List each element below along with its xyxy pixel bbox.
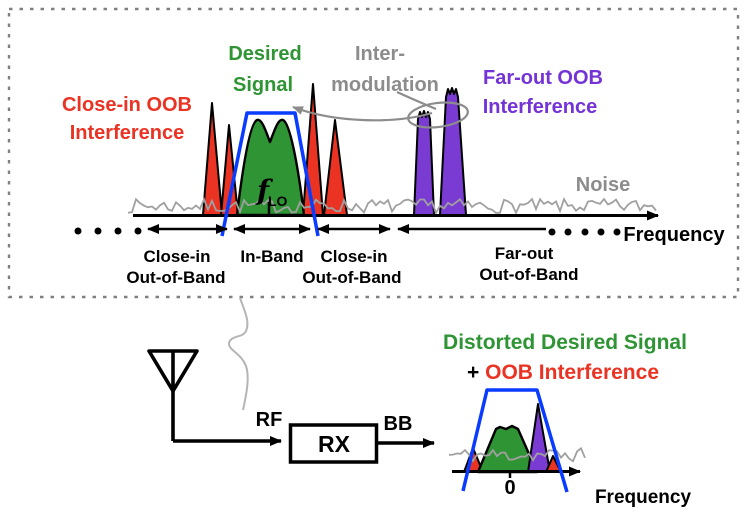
frequency-label-bottom: Frequency xyxy=(595,487,692,508)
rx-label: RX xyxy=(318,431,351,457)
left-ellipsis-dots xyxy=(74,227,142,235)
panel-to-rf-squiggle xyxy=(228,297,249,411)
intermod-arrow xyxy=(292,105,433,122)
desired-signal-label-line1: Desired xyxy=(228,43,301,65)
band-label-1-line1: In-Band xyxy=(240,247,303,266)
intermod-connector xyxy=(396,91,437,111)
rx-block xyxy=(288,423,379,464)
oob-interference-text: OOB Interference xyxy=(485,361,659,384)
top-spectrum: f LO Close-in OOB Interference Desired S… xyxy=(62,43,725,287)
band-label-3-line2: Out-of-Band xyxy=(479,265,578,284)
band-label-0-line1: Close-in xyxy=(143,247,210,266)
band-label-3-line1: Far-out xyxy=(495,244,554,263)
output-title-green: Distorted Desired Signal xyxy=(443,331,687,354)
output-filter-mask-trapezoid xyxy=(461,388,569,493)
far-out-interferer-2 xyxy=(439,87,467,216)
filter-mask-trapezoid xyxy=(220,111,320,237)
close-in-oob-label-line1: Close-in OOB xyxy=(62,94,192,116)
zero-label: 0 xyxy=(504,477,515,499)
far-out-oob-label-line1: Far-out OOB xyxy=(483,67,603,89)
intermodulation-label-line1: Inter- xyxy=(355,43,405,65)
noise-waveform xyxy=(127,196,657,216)
band-label-2-line1: Close-in xyxy=(320,247,387,266)
right-ellipsis-dots xyxy=(548,228,621,236)
plus-sign: + xyxy=(467,361,485,384)
output-title-red: + OOB Interference xyxy=(467,361,659,384)
noise-label: Noise xyxy=(576,174,630,196)
far-out-oob-label-line2: Interference xyxy=(483,96,598,118)
close-in-interferer-3 xyxy=(302,83,324,216)
close-in-oob-label-line2: Interference xyxy=(70,122,185,144)
receiver-chain: RF RX BB xyxy=(147,297,435,464)
output-purple-interferer xyxy=(527,403,551,473)
desired-signal-shape xyxy=(235,118,306,217)
flo-subscript: LO xyxy=(268,193,288,209)
desired-signal-label-line2: Signal xyxy=(233,74,293,96)
bb-label: BB xyxy=(384,413,413,435)
top-panel-dashed-border xyxy=(7,7,740,299)
band-label-0-line2: Out-of-Band xyxy=(126,268,225,287)
output-spectrum: Distorted Desired Signal + OOB Interfere… xyxy=(443,331,691,508)
close-in-interferer-1 xyxy=(202,102,223,216)
band-label-2-line2: Out-of-Band xyxy=(302,268,401,287)
frequency-label-top: Frequency xyxy=(623,224,725,246)
intermodulation-label-line2: modulation xyxy=(331,74,439,96)
rf-label: RF xyxy=(256,409,283,431)
